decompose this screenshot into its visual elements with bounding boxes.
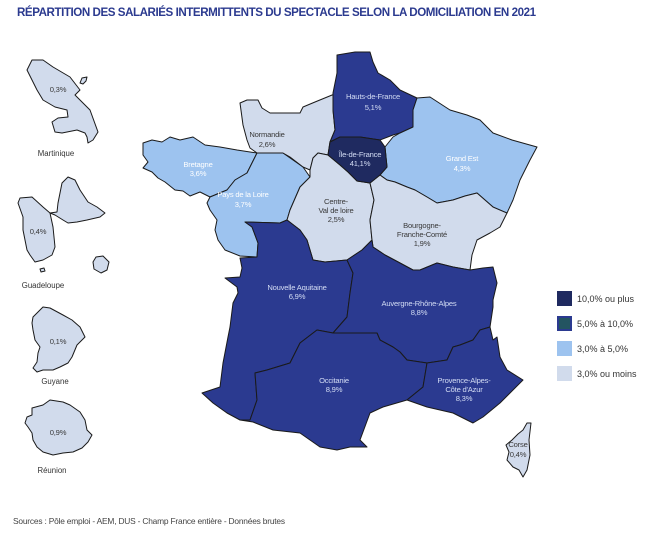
label-normandie-name: Normandie — [249, 130, 284, 139]
guadeloupe-label: Guadeloupe — [22, 281, 65, 290]
label-hauts-de-france-name: Hauts-de-France — [346, 92, 400, 101]
label-centre-name-1: Centre- — [324, 197, 349, 206]
region-ile-de-france — [327, 136, 388, 184]
label-bfc-value: 1,9% — [414, 239, 431, 248]
legend-item-3-minus: 3,0% ou moins — [557, 361, 637, 386]
label-paca-value: 8,3% — [456, 394, 473, 403]
label-bfc-name-2: Franche-Comté — [397, 230, 447, 239]
label-grand-est-name: Grand Est — [446, 154, 479, 163]
reunion-label: Réunion — [37, 466, 66, 475]
guyane-shape — [31, 306, 86, 373]
reunion-value: 0,9% — [50, 428, 67, 437]
overseas-guyane: 0,1% Guyane — [31, 306, 86, 386]
guadeloupe-grande-terre — [49, 176, 106, 224]
label-centre-name-2: Val de loire — [318, 206, 353, 215]
label-ara-name: Auvergne-Rhône-Alpes — [382, 299, 457, 308]
legend-label: 5,0% à 10,0% — [577, 318, 634, 329]
label-bfc-name-1: Bourgogne- — [403, 221, 441, 230]
legend-item-3-5: 3,0% à 5,0% — [557, 336, 637, 361]
label-pays-de-la-loire-name: Pays de la Loire — [217, 190, 268, 199]
legend-swatch-3-5 — [557, 341, 572, 356]
guyane-label: Guyane — [41, 377, 68, 386]
legend-label: 3,0% ou moins — [577, 368, 637, 379]
legend-swatch-5-10 — [557, 316, 572, 331]
label-pays-de-la-loire-value: 3,7% — [235, 200, 252, 209]
overseas-martinique: 0,3% Martinique — [26, 59, 99, 158]
label-paca-name-1: Provence-Alpes- — [437, 376, 491, 385]
legend-item-5-10: 5,0% à 10,0% — [557, 311, 637, 336]
source-note: Sources : Pôle emploi - AEM, DUS - Champ… — [13, 516, 285, 526]
label-bretagne-name: Bretagne — [183, 160, 212, 169]
map-legend: 10,0% ou plus 5,0% à 10,0% 3,0% à 5,0% 3… — [557, 286, 637, 386]
guadeloupe-islet — [39, 267, 46, 273]
label-bretagne-value: 3,6% — [190, 169, 207, 178]
guyane-value: 0,1% — [50, 337, 67, 346]
legend-item-10-plus: 10,0% ou plus — [557, 286, 637, 311]
marie-galante — [92, 255, 110, 274]
label-nouvelle-aquitaine-value: 6,9% — [289, 292, 306, 301]
label-nouvelle-aquitaine-name: Nouvelle Aquitaine — [267, 283, 326, 292]
legend-swatch-3-minus — [557, 366, 572, 381]
overseas-guadeloupe: 0,4% Guadeloupe — [17, 176, 110, 290]
label-occitanie-name: Occitanie — [319, 376, 349, 385]
label-grand-est-value: 4,3% — [454, 164, 471, 173]
reunion-shape — [24, 399, 93, 456]
guadeloupe-value: 0,4% — [30, 227, 47, 236]
legend-label: 10,0% ou plus — [577, 293, 635, 304]
martinique-islet — [79, 76, 88, 85]
overseas-reunion: 0,9% Réunion — [24, 399, 93, 475]
guadeloupe-basse-terre — [17, 196, 56, 263]
label-occitanie-value: 8,9% — [326, 385, 343, 394]
label-corse-name: Corse — [508, 440, 527, 449]
legend-label: 3,0% à 5,0% — [577, 343, 629, 354]
label-hauts-de-france-value: 5,1% — [365, 103, 382, 112]
region-corse — [505, 422, 532, 478]
label-corse-value: 0,4% — [510, 450, 527, 459]
label-ara-value: 8,8% — [411, 308, 428, 317]
label-centre-value: 2,5% — [328, 215, 345, 224]
label-paca-name-2: Côte d'Azur — [445, 385, 483, 394]
martinique-value: 0,3% — [50, 85, 67, 94]
region-paca — [406, 326, 524, 424]
martinique-label: Martinique — [38, 149, 74, 158]
region-occitanie — [239, 329, 428, 451]
chart-title: RÉPARTITION DES SALARIÉS INTERMITTENTS D… — [17, 6, 536, 19]
label-ile-de-france-value: 41,1% — [350, 159, 371, 168]
label-normandie-value: 2,6% — [259, 140, 276, 149]
legend-swatch-10-plus — [557, 291, 572, 306]
martinique-shape — [26, 59, 99, 144]
label-ile-de-france-name: Île-de-France — [338, 150, 382, 159]
